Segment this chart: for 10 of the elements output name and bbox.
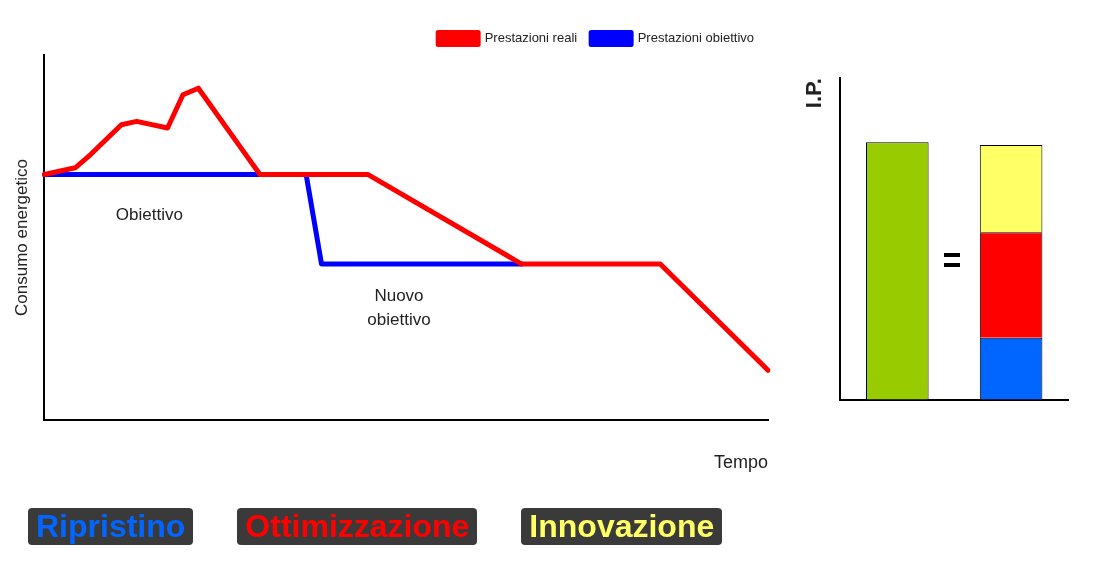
annotation: Nuovo obiettivo [367, 285, 431, 329]
text: Ripristino [28, 508, 194, 545]
y-axis-title: I.P. [801, 78, 827, 109]
annotation: Obiettivo [115, 205, 183, 225]
x-axis-title: Tempo [713, 452, 768, 473]
text: Ottimizzazione [237, 508, 478, 545]
legend-label: Prestazioni reali [484, 30, 578, 46]
text: Innovazione [521, 508, 723, 545]
legend-label: Prestazioni obiettivo [637, 30, 754, 46]
y-axis-title: Consumo energetico [11, 159, 31, 316]
